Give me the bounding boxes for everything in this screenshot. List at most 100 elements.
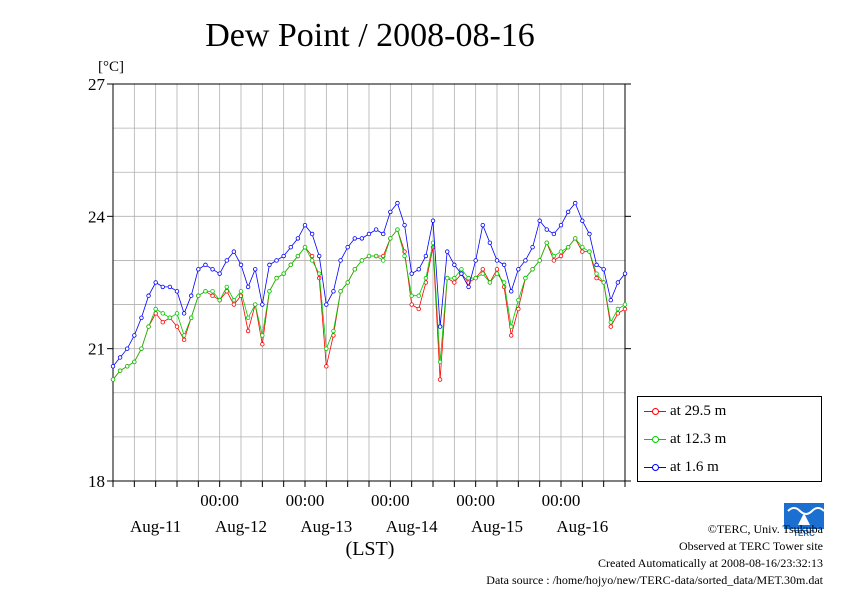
data-point	[494, 271, 500, 276]
data-point	[217, 271, 222, 276]
data-point	[189, 293, 194, 298]
data-point	[373, 253, 379, 259]
data-point	[416, 267, 421, 272]
x-tick-label: 00:00	[286, 491, 325, 510]
data-point	[523, 275, 528, 281]
data-point	[245, 315, 251, 320]
logo-text: TERC	[793, 529, 815, 537]
data-point	[430, 218, 436, 223]
x-tick-label: 00:00	[456, 491, 495, 510]
data-point	[366, 253, 372, 259]
data-point	[281, 271, 286, 276]
legend-item-12-3m: at 12.3 m	[644, 429, 726, 449]
data-point	[452, 275, 457, 281]
data-point	[480, 267, 485, 272]
data-point	[288, 245, 293, 250]
data-point	[565, 245, 571, 250]
data-point	[181, 337, 187, 343]
data-point	[402, 222, 407, 228]
data-point	[281, 253, 286, 259]
data-point	[125, 364, 130, 369]
data-point	[594, 271, 599, 276]
data-point	[274, 275, 279, 281]
data-point	[302, 245, 308, 250]
grid-layer	[113, 84, 625, 481]
data-point	[117, 368, 123, 373]
data-point	[580, 218, 585, 223]
data-point	[267, 289, 272, 294]
data-point	[615, 311, 621, 316]
data-point	[174, 324, 180, 329]
date-label: Aug-11	[130, 517, 181, 536]
data-point	[366, 231, 372, 237]
data-point	[381, 258, 386, 263]
data-point	[601, 280, 606, 285]
data-point	[558, 222, 564, 228]
y-tick-label: 18	[88, 472, 105, 491]
data-point	[615, 280, 621, 285]
data-point	[615, 306, 621, 312]
data-point	[573, 236, 578, 241]
data-point	[324, 302, 329, 307]
data-point	[132, 359, 137, 365]
data-point	[544, 240, 549, 245]
data-point	[395, 200, 400, 206]
data-point	[537, 258, 542, 263]
data-point	[345, 280, 350, 285]
data-point	[245, 328, 251, 334]
data-point	[388, 236, 393, 241]
date-label: Aug-13	[300, 517, 352, 536]
data-point	[516, 267, 521, 272]
data-point	[409, 271, 414, 276]
data-point	[231, 249, 237, 254]
y-axis-unit-label: [°C]	[98, 59, 124, 75]
data-point	[558, 253, 564, 259]
data-point	[409, 302, 414, 307]
data-point	[160, 311, 165, 316]
data-point	[437, 359, 443, 365]
data-point	[317, 253, 322, 259]
data-point	[132, 333, 137, 338]
date-label: Aug-12	[215, 517, 267, 536]
data-point	[196, 293, 201, 298]
data-point	[445, 249, 450, 254]
data-point	[473, 258, 478, 263]
legend-label: at 29.5 m	[670, 402, 727, 419]
data-point	[260, 333, 265, 338]
data-point	[416, 306, 421, 312]
data-point	[501, 280, 507, 285]
data-point	[224, 289, 229, 294]
data-point	[622, 302, 628, 307]
data-point	[331, 289, 336, 294]
date-label: Aug-14	[386, 517, 438, 536]
data-point	[203, 262, 208, 268]
data-point	[153, 306, 158, 312]
data-point	[459, 271, 464, 276]
data-point	[174, 289, 180, 294]
data-point	[622, 271, 628, 276]
data-point	[423, 275, 429, 281]
x-tick-label: 00:00	[371, 491, 410, 510]
legend-swatch-29-5m	[644, 405, 666, 417]
legend-swatch-1-6m	[644, 461, 666, 473]
data-point	[309, 231, 315, 237]
legend-item-1-6m: at 1.6 m	[644, 457, 719, 477]
data-point	[359, 236, 365, 241]
data-point	[196, 267, 201, 272]
x-tick-label: 00:00	[200, 491, 239, 510]
data-point	[573, 200, 578, 206]
data-point	[203, 289, 208, 294]
data-point	[558, 249, 564, 254]
data-point	[487, 240, 493, 245]
data-point	[224, 284, 229, 290]
data-point	[466, 284, 471, 290]
data-point	[153, 280, 158, 285]
data-point	[302, 222, 308, 228]
data-point	[181, 333, 187, 338]
data-point	[253, 302, 258, 307]
data-point	[437, 324, 443, 329]
data-point	[473, 275, 478, 281]
data-point	[480, 271, 485, 276]
data-point	[167, 315, 173, 320]
data-point	[231, 302, 237, 307]
